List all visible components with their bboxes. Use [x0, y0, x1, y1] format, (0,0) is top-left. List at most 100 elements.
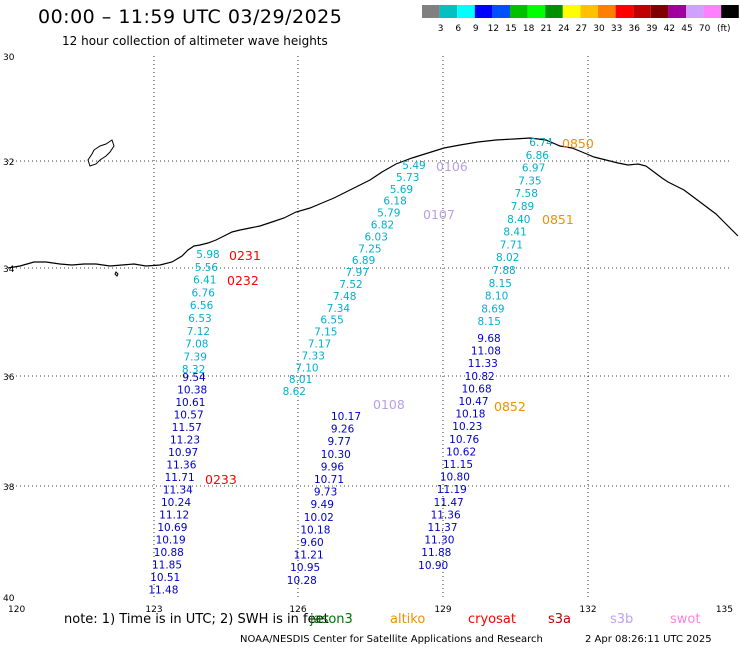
- wave-height-value: 10.02: [304, 512, 334, 524]
- color-scale-label: 18: [523, 24, 535, 34]
- color-swatch: [650, 5, 669, 18]
- wave-height-value: 10.17: [331, 411, 361, 423]
- color-swatch: [721, 5, 739, 18]
- lon-label: 132: [579, 605, 596, 615]
- island-small: [114, 271, 119, 277]
- satellite-legend-item: s3b: [610, 612, 634, 627]
- wave-height-value: 6.55: [320, 315, 343, 327]
- lat-label: 34: [3, 265, 15, 275]
- wave-height-value: 7.58: [515, 188, 538, 200]
- wave-height-value: 5.49: [402, 160, 425, 172]
- wave-height-value: 5.79: [377, 208, 400, 220]
- color-swatch: [545, 5, 563, 18]
- map-subtitle: 12 hour collection of altimeter wave hei…: [62, 34, 328, 48]
- wave-height-value: 11.47: [434, 497, 464, 509]
- wave-height-value: 10.68: [462, 383, 492, 395]
- wave-height-value: 10.23: [452, 421, 482, 433]
- color-scale-label: 21: [540, 24, 551, 34]
- footer-timestamp: 2 Apr 08:26:11 UTC 2025: [585, 634, 712, 645]
- wave-height-value: 7.71: [500, 239, 523, 251]
- wave-height-value: 6.82: [371, 220, 394, 232]
- wave-height-value: 10.69: [157, 522, 187, 534]
- lat-label: 30: [3, 53, 15, 63]
- wave-height-value: 11.33: [468, 358, 498, 370]
- wave-height-value: 8.40: [507, 214, 530, 226]
- wave-height-value: 11.71: [165, 472, 195, 484]
- satellite-legend-item: altiko: [390, 612, 426, 627]
- wave-height-value: 9.54: [182, 372, 206, 384]
- satellite-legend-item: s3a: [548, 612, 572, 627]
- color-swatch: [668, 5, 686, 18]
- wave-height-value: 8.10: [485, 291, 508, 303]
- wave-height-value: 11.34: [163, 485, 193, 497]
- wave-height-value: 10.95: [290, 562, 320, 574]
- pass-time-tags: 0231 0232 0233 0106 0107 0108 0850 0851 0852: [205, 136, 594, 487]
- color-scale-unit: (ft): [717, 24, 731, 34]
- color-scale-label: 36: [628, 24, 640, 34]
- wave-height-value: 11.08: [471, 346, 501, 358]
- wave-height-value: 7.10: [295, 362, 318, 374]
- wave-height-value: 7.33: [302, 350, 325, 362]
- wave-height-value: 9.96: [321, 461, 345, 473]
- color-swatch: [527, 5, 546, 18]
- lat-label: 36: [3, 373, 15, 383]
- wave-height-value: 10.28: [287, 575, 317, 587]
- color-scale-label: 3: [438, 24, 444, 34]
- pass-time-tag: 0106: [436, 159, 468, 174]
- wave-height-value: 10.18: [300, 524, 330, 536]
- island-north: [87, 139, 115, 167]
- lat-label: 40: [3, 594, 15, 604]
- wave-height-value: 9.68: [477, 333, 500, 345]
- coastline-path: [7, 137, 739, 269]
- coastline: [7, 137, 739, 277]
- wave-height-value: 7.17: [308, 339, 331, 351]
- color-scale-label: 33: [611, 24, 622, 34]
- wave-height-value: 7.12: [187, 326, 210, 338]
- wave-height-value: 11.30: [424, 535, 454, 547]
- wave-height-value: 10.97: [168, 447, 198, 459]
- wave-height-value: 10.71: [314, 474, 344, 486]
- wave-height-value: 7.39: [184, 351, 207, 363]
- lon-label: 120: [8, 605, 25, 615]
- color-scale-label: 39: [646, 24, 658, 34]
- wave-height-value: 11.37: [427, 522, 457, 534]
- wave-height-value: 7.15: [314, 327, 337, 339]
- wave-height-value: 6.41: [193, 275, 216, 287]
- wave-height-value: 8.15: [478, 316, 501, 328]
- wave-height-value: 6.74: [529, 137, 553, 149]
- pass-time-tag: 0231: [229, 248, 261, 263]
- wave-height-value: 10.38: [177, 385, 207, 397]
- wave-height-value: 5.56: [195, 262, 219, 274]
- wave-height-value: 8.32: [182, 364, 205, 376]
- wave-height-value: 11.88: [421, 547, 451, 559]
- wave-height-value: 11.23: [170, 435, 200, 447]
- satellite-tracks: 5.985.566.416.766.566.537.127.087.398.32…: [148, 137, 553, 597]
- color-swatch: [474, 5, 493, 18]
- wave-height-value: 10.62: [446, 446, 476, 458]
- wave-height-value: 7.48: [333, 291, 356, 303]
- wave-height-value: 11.12: [159, 510, 189, 522]
- color-scale-label: 6: [455, 24, 461, 34]
- wave-height-value: 8.02: [496, 252, 519, 264]
- wave-height-value: 6.56: [190, 300, 214, 312]
- color-swatch: [422, 5, 440, 18]
- satellite-legend-item: swot: [670, 612, 701, 627]
- wave-height-value: 10.80: [440, 472, 470, 484]
- color-swatch: [703, 5, 722, 18]
- wave-height-value: 7.08: [185, 339, 208, 351]
- wave-height-value: 10.51: [150, 572, 180, 584]
- wave-height-value: 8.41: [503, 227, 526, 239]
- color-swatch: [598, 5, 616, 18]
- wave-height-value: 10.90: [418, 560, 448, 572]
- wave-height-value: 11.19: [437, 484, 467, 496]
- wave-height-value: 5.73: [396, 172, 419, 184]
- lat-label: 32: [3, 158, 14, 168]
- color-swatch: [492, 5, 510, 18]
- map-title: 00:00 – 11:59 UTC 03/29/2025: [38, 6, 343, 28]
- pass-time-tag: 0851: [542, 212, 574, 227]
- wave-height-value: 7.89: [511, 201, 534, 213]
- wave-height-value: 9.77: [328, 436, 351, 448]
- pass-time-tag: 0233: [205, 472, 237, 487]
- wave-height-value: 7.25: [358, 243, 381, 255]
